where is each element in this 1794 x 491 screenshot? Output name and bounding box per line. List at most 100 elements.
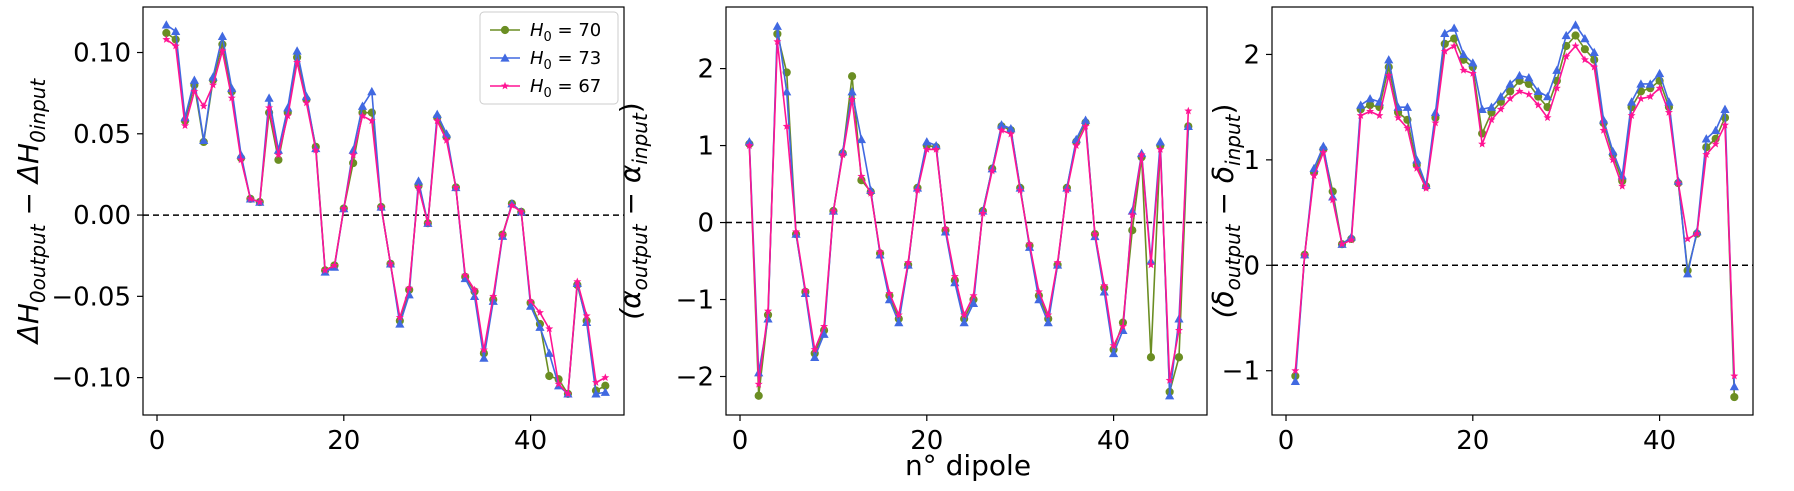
data-point xyxy=(377,202,386,211)
data-point xyxy=(1109,341,1118,350)
y-tick-label: −2 xyxy=(676,363,714,393)
data-point xyxy=(1561,30,1571,40)
data-point xyxy=(857,172,866,180)
y-tick-label: −0.10 xyxy=(51,364,131,394)
series-line xyxy=(748,41,1190,385)
data-point xyxy=(1664,108,1673,116)
data-point xyxy=(470,285,479,294)
data-point xyxy=(1570,20,1581,29)
legend-marker xyxy=(500,53,510,62)
data-point xyxy=(1543,113,1552,122)
data-point xyxy=(293,58,302,66)
data-point xyxy=(1562,52,1571,60)
data-point xyxy=(1156,145,1165,153)
data-point xyxy=(904,258,913,266)
data-point xyxy=(1514,70,1525,80)
data-point xyxy=(451,183,460,191)
data-point xyxy=(1062,186,1071,194)
data-point xyxy=(1533,86,1543,96)
series-h0-73 xyxy=(1290,20,1739,391)
data-point xyxy=(273,145,284,154)
data-point xyxy=(764,306,773,315)
data-point xyxy=(1645,79,1655,88)
data-point xyxy=(1542,92,1553,101)
data-point xyxy=(1291,366,1300,375)
panel-delta-alpha: 0 20 40 −2 −1 0 1 2 (αoutput − αinput) xyxy=(614,6,1208,456)
data-point xyxy=(1617,171,1627,180)
y-tick-label: 2 xyxy=(1243,40,1260,70)
data-point xyxy=(190,87,199,95)
data-point xyxy=(884,294,895,304)
data-point xyxy=(782,87,792,96)
data-point xyxy=(1402,102,1413,111)
data-point xyxy=(1146,353,1156,362)
data-point xyxy=(1655,83,1664,92)
panel-delta-delta: 0 20 40 −1 0 1 2 (δoutput − δinput) xyxy=(1207,6,1754,456)
y-axis-label: ΔH0output − ΔH0input xyxy=(12,78,50,346)
y-tick-label: −1 xyxy=(1222,357,1260,387)
data-point xyxy=(274,155,283,164)
data-point xyxy=(941,224,950,233)
data-point xyxy=(1524,73,1534,82)
data-point xyxy=(1608,155,1617,164)
data-point xyxy=(1080,115,1091,124)
legend-marker xyxy=(501,81,509,90)
data-point xyxy=(1440,28,1450,38)
data-point xyxy=(189,75,199,84)
data-point xyxy=(1701,134,1711,143)
y-tick-label: 0.00 xyxy=(73,201,131,231)
data-point xyxy=(405,284,414,292)
data-point xyxy=(1524,90,1533,98)
data-point xyxy=(1430,107,1441,117)
data-point xyxy=(1506,87,1515,96)
x-tick-label: 20 xyxy=(910,426,943,456)
data-point xyxy=(1290,376,1300,385)
data-point xyxy=(744,137,754,146)
legend-label: H0 = 67 xyxy=(530,76,601,101)
data-point xyxy=(1034,287,1043,296)
data-point xyxy=(199,135,209,144)
data-point xyxy=(1506,94,1515,103)
data-point xyxy=(932,145,941,153)
y-axis-label: (δoutput − δinput) xyxy=(1207,104,1245,319)
data-point xyxy=(1090,229,1099,238)
data-point xyxy=(848,95,857,103)
legend-label: H0 = 70 xyxy=(530,20,601,45)
data-point xyxy=(1580,45,1589,54)
data-point xyxy=(349,150,358,159)
data-point xyxy=(1128,226,1137,235)
data-point xyxy=(1053,258,1062,266)
data-point xyxy=(1016,186,1025,194)
series-h0-67 xyxy=(1291,41,1739,380)
data-point xyxy=(1384,55,1394,64)
data-point xyxy=(498,230,507,238)
data-point xyxy=(414,183,423,191)
data-point xyxy=(847,72,857,81)
data-point xyxy=(866,189,875,197)
data-point xyxy=(1109,348,1119,358)
data-point xyxy=(1450,41,1459,50)
data-point xyxy=(1589,47,1599,57)
data-point xyxy=(754,391,763,400)
data-point xyxy=(782,122,791,130)
data-point xyxy=(1347,235,1356,244)
data-point xyxy=(209,80,218,89)
legend-item: H0 = 67 xyxy=(490,76,601,101)
data-point xyxy=(1006,129,1015,138)
data-point xyxy=(1300,250,1309,259)
data-point xyxy=(1384,71,1393,79)
data-point xyxy=(1711,139,1720,148)
data-point xyxy=(810,345,819,353)
data-point xyxy=(479,345,488,354)
data-point xyxy=(1375,111,1384,119)
data-point xyxy=(1034,294,1044,304)
data-point xyxy=(1431,118,1440,127)
x-tick-label: 0 xyxy=(732,426,749,456)
data-point xyxy=(1571,31,1580,40)
data-point xyxy=(162,35,171,43)
data-point xyxy=(1128,210,1137,219)
data-point xyxy=(544,348,554,357)
data-point xyxy=(171,26,181,36)
data-point xyxy=(1412,164,1421,172)
data-point xyxy=(479,353,489,362)
